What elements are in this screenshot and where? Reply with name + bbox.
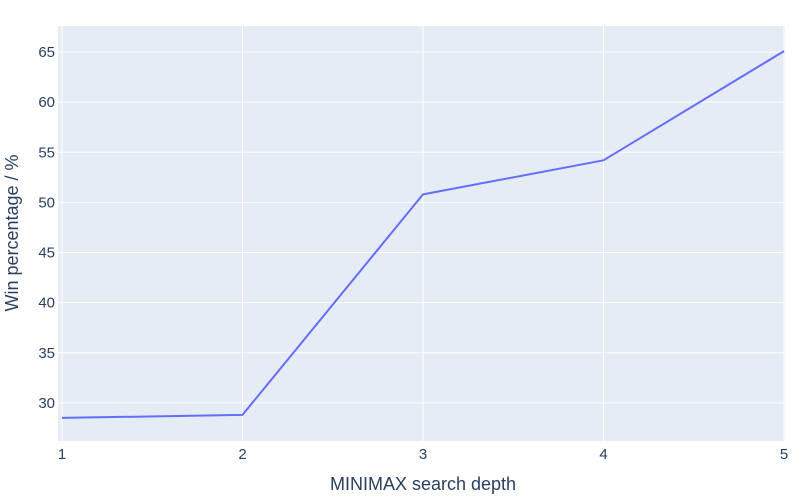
y-tick-label: 65 — [38, 44, 55, 61]
x-tick-label: 5 — [780, 446, 788, 463]
plot-area — [58, 26, 785, 441]
x-tick-label: 3 — [419, 446, 427, 463]
y-tick-label: 55 — [38, 144, 55, 161]
y-tick-label: 45 — [38, 245, 55, 262]
y-tick-label: 35 — [38, 345, 55, 362]
series-line-1 — [61, 50, 785, 419]
y-axis-title: Win percentage / % — [2, 154, 22, 311]
gridlines — [58, 26, 785, 441]
y-tick-label: 60 — [38, 94, 55, 111]
y-tick-label: 40 — [38, 295, 55, 312]
x-axis-title: MINIMAX search depth — [330, 474, 516, 494]
x-tick-label: 2 — [238, 446, 246, 463]
series-group — [61, 50, 785, 419]
y-tick-label: 30 — [38, 395, 55, 412]
x-tick-label: 1 — [58, 446, 66, 463]
x-tick-label: 4 — [599, 446, 607, 463]
y-tick-label: 50 — [38, 194, 55, 211]
x-axis-ticks: 1 2 3 4 5 — [58, 446, 788, 463]
y-axis-ticks: 30 35 40 45 50 55 60 65 — [38, 44, 55, 412]
